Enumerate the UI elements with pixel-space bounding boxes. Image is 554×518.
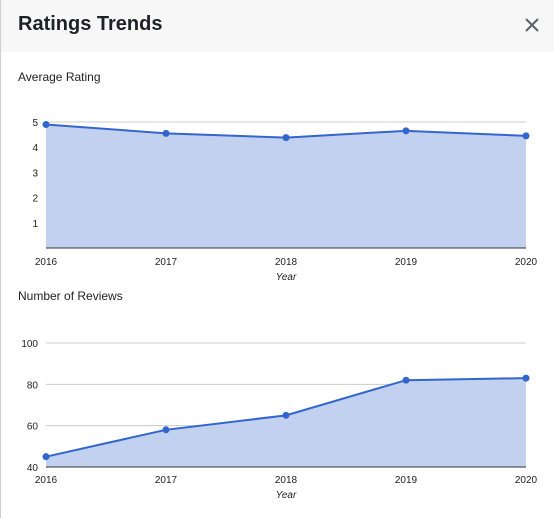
y-tick-label: 3: [32, 168, 38, 179]
average-rating-chart: 1 2 3 4 5 2016 2017 2018 2019 2020 Year: [32, 118, 538, 283]
series-area: [46, 124, 526, 248]
data-point[interactable]: [162, 129, 170, 137]
average-rating-title: Average Rating: [18, 70, 101, 84]
y-tick-label: 100: [21, 339, 38, 350]
data-point[interactable]: [282, 411, 290, 419]
close-icon-glyph: [525, 18, 539, 32]
x-tick-label: 2016: [35, 257, 58, 268]
x-tick-label: 2018: [275, 475, 298, 486]
series-area: [46, 378, 526, 467]
close-icon[interactable]: [519, 12, 545, 38]
y-tick-label: 60: [27, 422, 39, 433]
y-tick-label: 2: [32, 194, 38, 205]
y-tick-label: 1: [32, 219, 38, 230]
number-of-reviews-title: Number of Reviews: [18, 289, 123, 303]
y-tick-label: 80: [27, 380, 39, 391]
dialog-header: Ratings Trends: [1, 0, 554, 52]
x-axis-title: Year: [276, 272, 297, 283]
x-tick-label: 2020: [515, 475, 538, 486]
x-tick-label: 2017: [155, 257, 178, 268]
data-point[interactable]: [522, 132, 530, 140]
y-tick-label: 4: [32, 143, 38, 154]
x-tick-label: 2019: [395, 257, 418, 268]
data-point[interactable]: [402, 376, 410, 384]
x-tick-label: 2018: [275, 257, 298, 268]
dialog-title: Ratings Trends: [18, 13, 163, 35]
x-tick-label: 2017: [155, 475, 178, 486]
number-of-reviews-chart: 40 60 80 100 2016 2017 2018 2019 2020 Year: [21, 339, 538, 501]
x-tick-label: 2020: [515, 257, 538, 268]
x-tick-label: 2016: [35, 475, 58, 486]
x-axis-title: Year: [276, 490, 297, 501]
data-point[interactable]: [162, 426, 170, 434]
x-tick-label: 2019: [395, 475, 418, 486]
y-tick-label: 40: [27, 463, 39, 474]
data-point[interactable]: [42, 121, 50, 129]
data-point[interactable]: [402, 127, 410, 135]
data-point[interactable]: [42, 453, 50, 461]
data-point[interactable]: [522, 374, 530, 382]
data-point[interactable]: [282, 134, 290, 142]
y-tick-label: 5: [32, 118, 38, 129]
